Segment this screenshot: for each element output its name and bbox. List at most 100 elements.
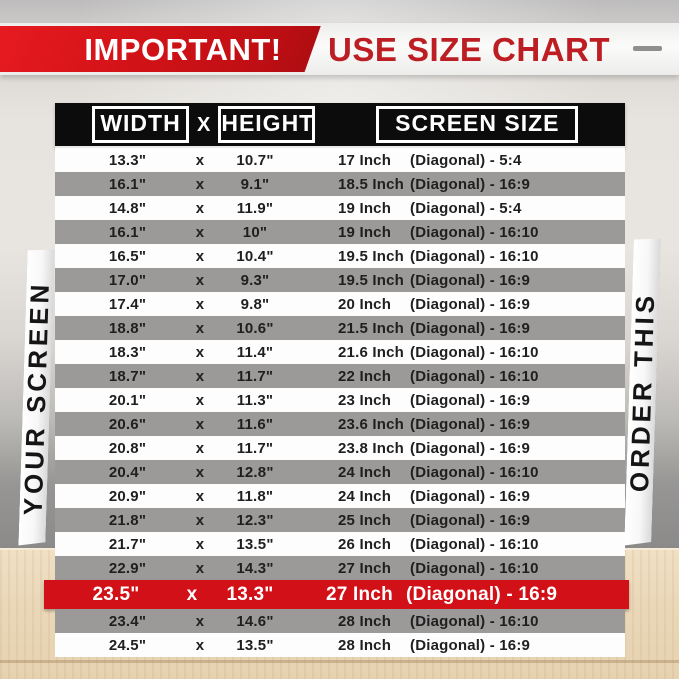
width-value: 18.8" <box>108 319 147 337</box>
height-value: 12.3" <box>236 511 274 529</box>
width-value: 14.8" <box>108 199 147 217</box>
header-width-label: WIDTH <box>92 106 189 143</box>
x-separator: x <box>195 151 205 169</box>
height-value: 13.3" <box>226 584 274 605</box>
size-row: 16.1" x 10" 19 Inch (Diagonal) - 16:10 <box>55 220 625 244</box>
size-row: 21.7" x 13.5" 26 Inch (Diagonal) - 16:10 <box>55 532 625 556</box>
size-row: 22.9" x 14.3" 27 Inch (Diagonal) - 16:10 <box>55 556 625 580</box>
height-value: 13.5" <box>236 535 274 553</box>
screen-size-diagonal: (Diagonal) - 16:10 <box>410 367 539 385</box>
x-separator: x <box>195 511 205 529</box>
height-value: 11.6" <box>236 415 274 433</box>
x-separator: x <box>195 247 205 265</box>
screen-size-diagonal: (Diagonal) - 5:4 <box>410 199 522 217</box>
height-value: 11.9" <box>236 199 274 217</box>
screen-size-inch: 23.6 Inch <box>338 415 404 433</box>
screen-size-diagonal: (Diagonal) - 16:9 <box>410 175 531 193</box>
height-value: 13.5" <box>236 636 274 654</box>
height-value: 10" <box>242 223 268 241</box>
screen-size-inch: 27 Inch <box>338 559 392 577</box>
x-separator: x <box>195 487 205 505</box>
screen-size-diagonal: (Diagonal) - 16:9 <box>410 439 531 457</box>
screen-size-inch: 23 Inch <box>338 391 392 409</box>
screen-size-inch: 24 Inch <box>338 487 392 505</box>
size-row: 18.8" x 10.6" 21.5 Inch (Diagonal) - 16:9 <box>55 316 625 340</box>
height-value: 12.8" <box>236 463 274 481</box>
width-value: 24.5" <box>108 636 147 654</box>
size-row: 20.6" x 11.6" 23.6 Inch (Diagonal) - 16:9 <box>55 412 625 436</box>
width-value: 23.5" <box>92 584 140 605</box>
size-row: 20.1" x 11.3" 23 Inch (Diagonal) - 16:9 <box>55 388 625 412</box>
screen-size-diagonal: (Diagonal) - 16:10 <box>410 559 539 577</box>
screen-size-diagonal: (Diagonal) - 5:4 <box>410 151 522 169</box>
table-header: WIDTH X HEIGHT SCREEN SIZE <box>55 103 625 148</box>
size-row: 23.4" x 14.6" 28 Inch (Diagonal) - 16:10 <box>55 609 625 633</box>
x-separator: x <box>195 636 205 654</box>
size-row: 13.3" x 10.7" 17 Inch (Diagonal) - 5:4 <box>55 148 625 172</box>
width-value: 20.4" <box>108 463 147 481</box>
screen-size-inch: 21.6 Inch <box>338 343 404 361</box>
desk-seam-line <box>0 660 679 663</box>
width-value: 18.7" <box>108 367 147 385</box>
screen-size-diagonal: (Diagonal) - 16:9 <box>410 511 531 529</box>
screen-size-diagonal: (Diagonal) - 16:9 <box>410 415 531 433</box>
screen-size-inch: 26 Inch <box>338 535 392 553</box>
screen-size-diagonal: (Diagonal) - 16:9 <box>410 295 531 313</box>
width-value: 16.1" <box>108 175 147 193</box>
screen-size-diagonal: (Diagonal) - 16:10 <box>410 223 539 241</box>
height-value: 11.8" <box>236 487 274 505</box>
x-separator: x <box>195 271 205 289</box>
x-separator: x <box>195 463 205 481</box>
height-value: 10.7" <box>236 151 274 169</box>
width-value: 23.4" <box>108 612 147 630</box>
screen-size-inch: 23.8 Inch <box>338 439 404 457</box>
screen-size-inch: 27 Inch <box>326 584 393 605</box>
height-value: 9.8" <box>240 295 270 313</box>
screen-size-diagonal: (Diagonal) - 16:9 <box>410 636 531 654</box>
x-separator: x <box>195 391 205 409</box>
height-value: 14.3" <box>236 559 274 577</box>
headline: USE SIZE CHART <box>328 30 611 68</box>
width-value: 20.8" <box>108 439 147 457</box>
screen-size-diagonal: (Diagonal) - 16:9 <box>410 319 531 337</box>
x-separator: x <box>195 439 205 457</box>
height-value: 11.7" <box>236 367 274 385</box>
x-separator: x <box>195 535 205 553</box>
important-label: IMPORTANT! <box>84 31 282 67</box>
height-value: 11.3" <box>236 391 274 409</box>
height-value: 9.3" <box>240 271 270 289</box>
screen-size-inch: 19 Inch <box>338 199 392 217</box>
screen-size-diagonal: (Diagonal) - 16:10 <box>410 343 539 361</box>
x-separator: x <box>195 175 205 193</box>
width-value: 20.6" <box>108 415 147 433</box>
size-row: 17.0" x 9.3" 19.5 Inch (Diagonal) - 16:9 <box>55 268 625 292</box>
x-separator: x <box>195 319 205 337</box>
size-table: WIDTH X HEIGHT SCREEN SIZE 13.3" x 10.7" 17… <box>44 103 629 657</box>
screen-size-diagonal: (Diagonal) - 16:10 <box>410 535 539 553</box>
screen-size-inch: 20 Inch <box>338 295 392 313</box>
height-value: 11.7" <box>236 439 274 457</box>
width-value: 22.9" <box>108 559 147 577</box>
size-row: 20.9" x 11.8" 24 Inch (Diagonal) - 16:9 <box>55 484 625 508</box>
size-row: 18.3" x 11.4" 21.6 Inch (Diagonal) - 16:10 <box>55 340 625 364</box>
size-row: 20.4" x 12.8" 24 Inch (Diagonal) - 16:10 <box>55 460 625 484</box>
size-row: 24.5" x 13.5" 28 Inch (Diagonal) - 16:9 <box>55 633 625 657</box>
size-row: 21.8" x 12.3" 25 Inch (Diagonal) - 16:9 <box>55 508 625 532</box>
size-row-highlighted: 23.5" x 13.3" 27 Inch (Diagonal) - 16:9 <box>44 580 629 609</box>
screen-size-diagonal: (Diagonal) - 16:9 <box>410 487 531 505</box>
header-height-label: HEIGHT <box>218 106 316 143</box>
width-value: 20.9" <box>108 487 147 505</box>
size-row: 14.8" x 11.9" 19 Inch (Diagonal) - 5:4 <box>55 196 625 220</box>
width-value: 21.8" <box>108 511 147 529</box>
screen-size-inch: 18.5 Inch <box>338 175 404 193</box>
screen-size-diagonal: (Diagonal) - 16:9 <box>410 271 531 289</box>
header-screen-size-label: SCREEN SIZE <box>376 106 579 143</box>
width-value: 17.4" <box>108 295 147 313</box>
width-value: 16.1" <box>108 223 147 241</box>
height-value: 14.6" <box>236 612 274 630</box>
x-separator: x <box>195 559 205 577</box>
x-separator: x <box>195 415 205 433</box>
table-rows: 13.3" x 10.7" 17 Inch (Diagonal) - 5:4 16.1" x… <box>44 148 629 657</box>
x-separator: x <box>186 584 198 605</box>
screen-size-inch: 28 Inch <box>338 612 392 630</box>
